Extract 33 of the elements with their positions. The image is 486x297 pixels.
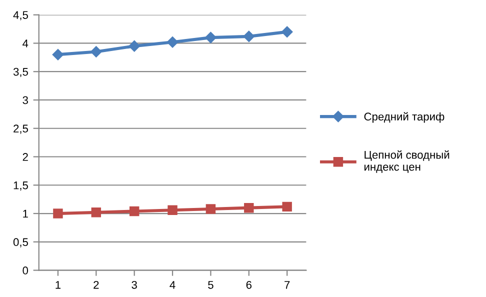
x-tick-label: 1 — [56, 281, 61, 289]
point — [91, 208, 102, 218]
y-tick-label: 0 — [22, 266, 28, 274]
point — [205, 32, 216, 44]
point — [168, 205, 178, 215]
point — [244, 202, 254, 213]
point — [243, 30, 255, 42]
y-tick-label: 3,5 — [13, 68, 28, 78]
x-tick-label: 4 — [170, 281, 176, 289]
point — [53, 208, 63, 218]
point — [128, 40, 140, 52]
y-tick-label: 0,5 — [13, 238, 28, 248]
point — [281, 26, 293, 38]
y-tick-label: 2 — [22, 153, 28, 161]
x-tick-label: 2 — [94, 280, 99, 289]
y-tick-label: 4 — [22, 40, 28, 48]
point — [129, 206, 140, 216]
y-tick-label: 1,5 — [14, 182, 28, 191]
point — [206, 204, 216, 214]
x-tick-label: 3 — [132, 280, 137, 289]
point — [282, 202, 292, 212]
x-tick-label: 7 — [284, 281, 290, 289]
legend-label: Цепной сводный индекс цен — [364, 150, 450, 173]
y-tick-label: 1 — [23, 210, 28, 218]
legend-label: Средний тариф — [364, 112, 444, 123]
x-tick-label: 6 — [246, 280, 252, 289]
y-tick-label: 3 — [22, 96, 28, 104]
y-tick-label: 4,5 — [13, 11, 28, 20]
point — [166, 36, 178, 48]
point — [90, 46, 102, 58]
y-tick-label: 2,5 — [14, 124, 28, 134]
x-tick-label: 5 — [208, 281, 214, 289]
point — [52, 48, 64, 60]
